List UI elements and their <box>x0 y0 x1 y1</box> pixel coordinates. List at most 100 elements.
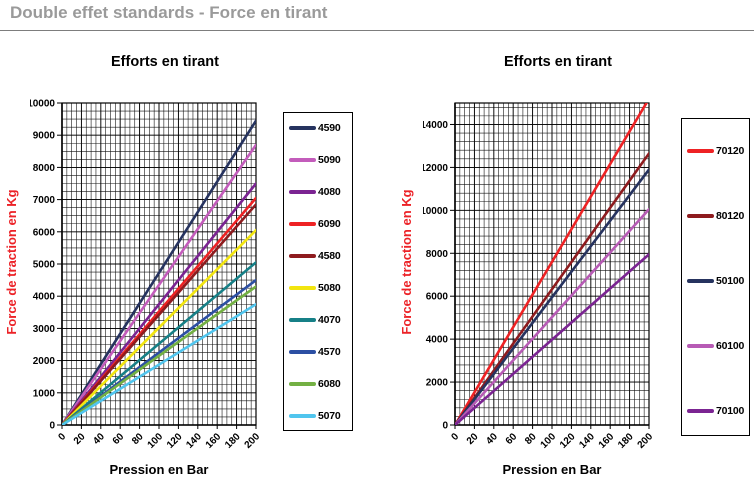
y-tick-label: 6000 <box>426 292 449 303</box>
x-tick-label: 120 <box>165 431 185 451</box>
series-line-5070 <box>62 302 256 425</box>
legend-label: 5070 <box>318 410 341 422</box>
legend-label: 4080 <box>318 186 341 198</box>
x-tick-label: 100 <box>539 431 559 451</box>
page-title: Double effet standards - Force en tirant <box>10 3 328 22</box>
legend-swatch-5080 <box>289 286 316 290</box>
y-axis-title-right: Force de traction en Kg <box>399 189 414 335</box>
legend-swatch-6090 <box>289 222 316 226</box>
legend-item-5080: 5080 <box>284 282 352 294</box>
legend-label: 4570 <box>318 346 341 358</box>
x-tick-label: 60 <box>111 431 127 447</box>
y-tick-label: 2000 <box>426 378 449 389</box>
y-tick-label: 9000 <box>33 131 56 142</box>
x-tick-label: 80 <box>130 431 146 447</box>
axis-ticks: 0 20 40 60 80 100 120 140 160 180 2000200040006000… <box>423 103 655 451</box>
x-tick-label: 200 <box>243 431 263 451</box>
legend-swatch-4570 <box>289 350 316 354</box>
legend-item-6090: 6090 <box>284 218 352 230</box>
x-tick-label: 140 <box>184 431 204 451</box>
y-tick-label: 1000 <box>33 388 56 399</box>
x-tick-label: 0 <box>449 431 461 443</box>
x-axis-title-left: Pression en Bar <box>109 462 209 477</box>
legend-item-4080: 4080 <box>284 186 352 198</box>
series-line-70120 <box>455 103 648 425</box>
legend-label: 5080 <box>318 282 341 294</box>
y-tick-label: 4000 <box>426 335 449 346</box>
legend-label: 50100 <box>716 275 745 287</box>
y-tick-label: 12000 <box>423 163 448 174</box>
legend-item-4590: 4590 <box>284 122 352 134</box>
series-line-6080 <box>62 285 256 425</box>
y-tick-label: 2000 <box>33 356 56 367</box>
legend-swatch-70100 <box>687 409 714 413</box>
legend-label: 5090 <box>318 154 341 166</box>
series-group <box>455 103 649 425</box>
y-tick-label: 0 <box>49 421 55 432</box>
series-line-50100 <box>455 168 649 425</box>
series-line-5080 <box>62 228 256 425</box>
series-line-5090 <box>62 143 256 425</box>
series-line-4590 <box>62 119 256 425</box>
legend-item-50100: 50100 <box>682 275 749 287</box>
legend-item-60100: 60100 <box>682 340 749 352</box>
series-line-4070 <box>62 261 256 425</box>
y-tick-label: 6000 <box>33 227 56 238</box>
x-tick-label: 0 <box>56 431 68 443</box>
legend-label: 70120 <box>716 145 745 157</box>
y-tick-label: 3000 <box>33 324 56 335</box>
legend-item-6080: 6080 <box>284 378 352 390</box>
legend-swatch-5090 <box>289 158 316 162</box>
legend-label: 4590 <box>318 122 341 134</box>
chart-title-left: Efforts en tirant <box>111 54 219 70</box>
x-tick-label: 160 <box>597 431 617 451</box>
legend-item-70120: 70120 <box>682 145 749 157</box>
x-tick-label: 180 <box>616 431 636 451</box>
x-tick-label: 40 <box>484 431 500 447</box>
legend-swatch-4080 <box>289 190 316 194</box>
legend-swatch-70120 <box>687 149 714 153</box>
title-rule-divider <box>0 30 754 31</box>
y-tick-label: 10000 <box>30 99 55 110</box>
legend-label: 4580 <box>318 250 341 262</box>
legend-swatch-80120 <box>687 214 714 218</box>
x-tick-label: 200 <box>636 431 656 451</box>
legend-swatch-4590 <box>289 126 316 130</box>
x-tick-label: 20 <box>465 431 481 447</box>
legend-item-4070: 4070 <box>284 314 352 326</box>
series-line-70100 <box>455 253 649 425</box>
legend-item-5090: 5090 <box>284 154 352 166</box>
legend-swatch-5070 <box>289 414 316 418</box>
chart-title-right: Efforts en tirant <box>504 54 612 70</box>
x-tick-label: 140 <box>577 431 597 451</box>
legend-swatch-4580 <box>289 254 316 258</box>
legend-swatch-50100 <box>687 279 714 283</box>
legend-swatch-6080 <box>289 382 316 386</box>
y-tick-label: 7000 <box>33 195 56 206</box>
plot-area-left: 0 20 40 60 80 100 120 140 160 180 2000100020003000… <box>30 99 263 451</box>
y-tick-label: 8000 <box>33 163 56 174</box>
legend-label: 4070 <box>318 314 341 326</box>
legend-item-5070: 5070 <box>284 410 352 422</box>
plot-area-right: 0 20 40 60 80 100 120 140 160 180 2000200040006000… <box>423 102 655 451</box>
x-axis-title-right: Pression en Bar <box>502 462 602 477</box>
series-line-4580 <box>62 203 256 425</box>
x-tick-label: 20 <box>72 431 88 447</box>
series-group <box>62 119 256 425</box>
x-tick-label: 60 <box>504 431 520 447</box>
y-tick-label: 14000 <box>423 120 448 131</box>
series-line-80120 <box>455 152 649 425</box>
y-tick-label: 0 <box>442 421 448 432</box>
x-tick-label: 120 <box>558 431 578 451</box>
legend-item-80120: 80120 <box>682 210 749 222</box>
y-tick-label: 8000 <box>426 249 449 260</box>
x-tick-label: 40 <box>91 431 107 447</box>
x-tick-label: 100 <box>146 431 166 451</box>
series-line-4080 <box>62 182 256 425</box>
x-tick-label: 80 <box>523 431 539 447</box>
legend-item-70100: 70100 <box>682 405 749 417</box>
x-tick-label: 160 <box>204 431 224 451</box>
y-axis-title-left: Force de traction en Kg <box>4 189 19 335</box>
legend-swatch-60100 <box>687 344 714 348</box>
x-tick-label: 180 <box>223 431 243 451</box>
